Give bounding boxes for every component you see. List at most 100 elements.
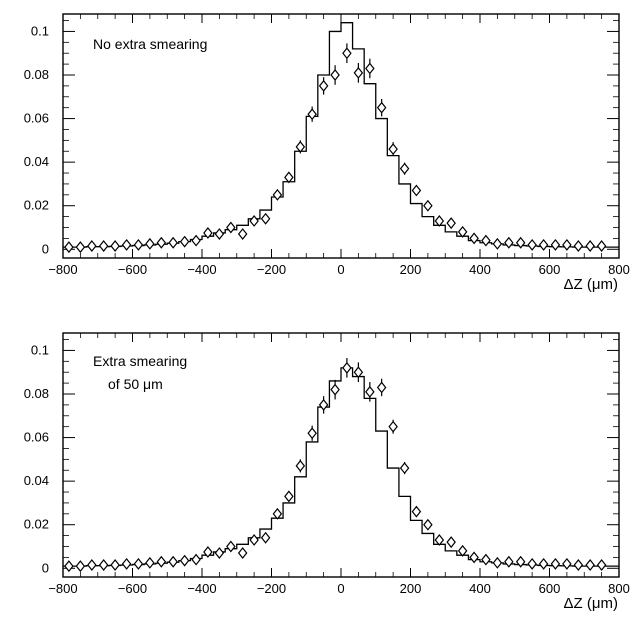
y-tick-label: 0.1 bbox=[31, 23, 49, 38]
data-point bbox=[492, 556, 503, 569]
data-point bbox=[318, 79, 329, 92]
data-point bbox=[272, 188, 283, 201]
data-point bbox=[434, 534, 445, 546]
data-point bbox=[145, 237, 155, 250]
data-point bbox=[133, 557, 144, 570]
histogram-line bbox=[63, 22, 619, 248]
data-point bbox=[179, 554, 190, 567]
data-point bbox=[573, 559, 584, 571]
x-tick-label: 0 bbox=[337, 262, 344, 277]
data-point bbox=[237, 547, 248, 559]
y-tick-label: 0 bbox=[42, 241, 49, 256]
data-point bbox=[596, 240, 607, 252]
data-point bbox=[596, 559, 607, 571]
data-point bbox=[295, 140, 306, 153]
data-point bbox=[156, 236, 167, 249]
data-point bbox=[284, 171, 294, 184]
y-tick-label: 0.08 bbox=[24, 67, 49, 82]
data-point bbox=[203, 545, 213, 558]
x-tick-label: 600 bbox=[539, 262, 561, 277]
data-point bbox=[272, 507, 283, 520]
data-point bbox=[342, 47, 352, 60]
data-point bbox=[585, 559, 595, 571]
data-point bbox=[353, 366, 364, 379]
data-point bbox=[98, 559, 109, 571]
x-axis-label: ΔZ (μm) bbox=[564, 276, 618, 293]
data-point bbox=[133, 238, 144, 251]
data-point bbox=[75, 241, 86, 254]
data-point bbox=[504, 236, 514, 249]
data-point bbox=[504, 555, 514, 568]
data-point bbox=[214, 228, 225, 240]
data-point bbox=[191, 553, 201, 566]
chart-panel-1: −800 −600 −400 −200 0 200 400 600 800 0 0.02 0.04 0.… bbox=[24, 13, 630, 293]
data-point bbox=[469, 232, 479, 245]
data-point bbox=[249, 534, 259, 546]
data-point bbox=[469, 551, 479, 564]
data-point bbox=[481, 553, 491, 566]
data-point bbox=[284, 490, 294, 503]
y-tick-label: 0.1 bbox=[31, 342, 49, 357]
x-axis-label: ΔZ (μm) bbox=[564, 595, 618, 612]
data-point bbox=[75, 560, 86, 573]
data-point bbox=[457, 225, 468, 238]
data-point bbox=[376, 101, 387, 114]
x-tick-label: −800 bbox=[48, 262, 77, 277]
x-tick-label: 400 bbox=[469, 262, 491, 277]
data-point bbox=[98, 240, 109, 252]
data-point bbox=[423, 199, 433, 212]
y-tick-label: 0 bbox=[42, 560, 49, 575]
data-point bbox=[145, 556, 155, 569]
data-point bbox=[214, 547, 225, 559]
y-tick-label: 0.04 bbox=[24, 154, 49, 169]
data-point bbox=[121, 238, 132, 251]
data-point bbox=[411, 184, 422, 197]
data-point bbox=[457, 544, 468, 557]
data-point bbox=[527, 557, 537, 570]
data-point bbox=[550, 557, 561, 570]
data-point bbox=[121, 557, 132, 570]
annotation-text: Extra smearing bbox=[93, 353, 187, 369]
data-point bbox=[168, 555, 178, 568]
x-tick-label: −600 bbox=[118, 262, 147, 277]
data-point bbox=[538, 557, 549, 570]
data-point bbox=[562, 238, 572, 251]
x-tick-label: −400 bbox=[187, 581, 216, 596]
data-point bbox=[376, 381, 387, 394]
data-point bbox=[399, 462, 410, 475]
data-point bbox=[446, 536, 456, 549]
data-point bbox=[573, 240, 584, 252]
data-point bbox=[237, 228, 248, 240]
annotation-text: No extra smearing bbox=[93, 36, 207, 52]
data-point bbox=[515, 236, 526, 249]
data-point bbox=[330, 383, 340, 396]
x-tick-label: −600 bbox=[118, 581, 147, 596]
data-point bbox=[260, 531, 271, 544]
data-point bbox=[492, 237, 503, 250]
y-tick-label: 0.04 bbox=[24, 473, 49, 488]
x-tick-label: −200 bbox=[257, 262, 286, 277]
y-tick-label: 0.08 bbox=[24, 386, 49, 401]
annotation-text: of 50 μm bbox=[108, 376, 163, 392]
data-point bbox=[110, 559, 120, 571]
data-point bbox=[249, 215, 259, 227]
data-point bbox=[203, 226, 213, 239]
x-tick-label: 800 bbox=[608, 262, 630, 277]
data-point bbox=[191, 234, 201, 247]
data-point bbox=[330, 69, 340, 81]
data-point bbox=[388, 143, 398, 156]
data-point bbox=[411, 505, 422, 518]
data-point bbox=[515, 555, 526, 568]
data-point bbox=[64, 241, 74, 254]
data-point bbox=[550, 238, 561, 251]
data-point bbox=[481, 234, 491, 247]
y-tick-label: 0.06 bbox=[24, 111, 49, 126]
data-point bbox=[365, 385, 375, 398]
data-point bbox=[562, 557, 572, 570]
y-tick-label: 0.06 bbox=[24, 430, 49, 445]
data-point bbox=[156, 555, 167, 568]
data-point bbox=[423, 518, 433, 531]
x-tick-label: 400 bbox=[469, 581, 491, 596]
x-tick-label: 200 bbox=[400, 262, 422, 277]
